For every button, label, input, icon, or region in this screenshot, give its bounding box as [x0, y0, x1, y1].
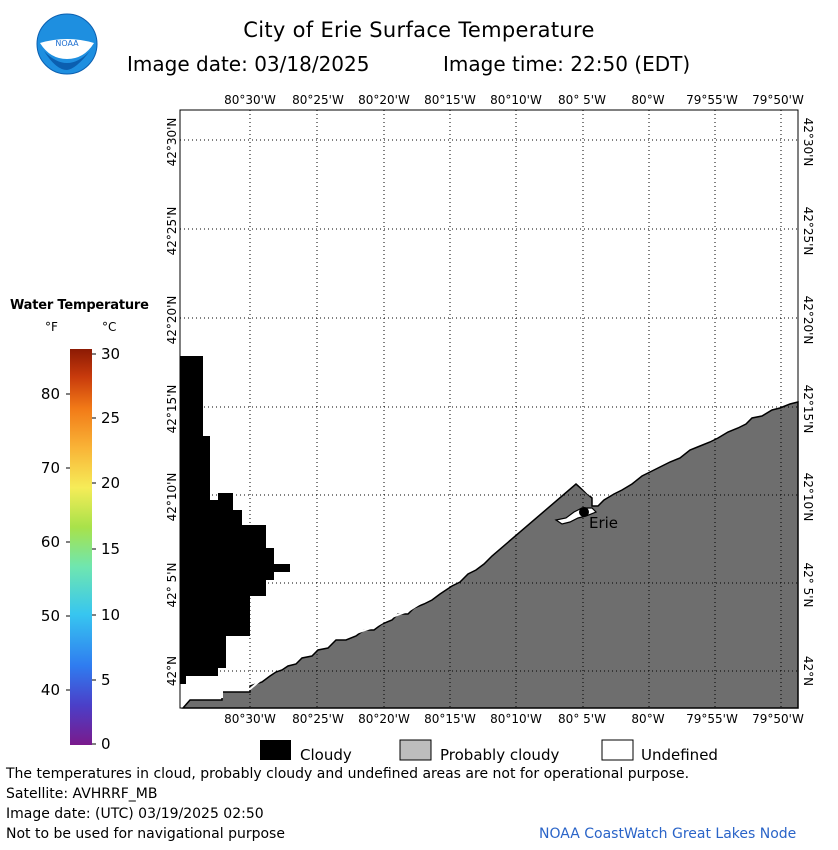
key-probably-cloudy-label: Probably cloudy — [440, 746, 560, 764]
lat-label: 42°N — [801, 656, 815, 686]
unit-fahrenheit: °F — [45, 320, 58, 334]
color-scale-bar — [70, 349, 92, 745]
erie-city-label: Erie — [589, 514, 618, 532]
erie-city-marker[interactable] — [579, 507, 589, 517]
lat-label: 42°25'N — [165, 207, 179, 256]
lon-labels-bottom: 80°30'W 80°25'W 80°20'W 80°15'W 80°10'W … — [224, 712, 804, 726]
lon-label: 80°W — [631, 712, 664, 726]
image-time: Image time: 22:50 (EDT) — [443, 52, 691, 76]
lon-label: 80°20'W — [358, 712, 410, 726]
lat-label: 42° 5'N — [165, 563, 179, 608]
shoreline-highlight — [182, 479, 591, 706]
lat-label: 42°N — [165, 656, 179, 686]
lon-labels-top: 80°30'W 80°25'W 80°20'W 80°15'W 80°10'W … — [224, 93, 804, 107]
lon-label: 79°55'W — [686, 93, 738, 107]
c-tick-label: 30 — [101, 345, 120, 363]
lon-label: 80° 5'W — [558, 93, 606, 107]
lat-label: 42°10'N — [801, 473, 815, 522]
lon-label: 80°W — [631, 93, 664, 107]
key-cloudy-label: Cloudy — [300, 746, 352, 764]
lon-label: 80° 5'W — [558, 712, 606, 726]
c-tick-label: 15 — [101, 540, 120, 558]
c-tick-label: 0 — [101, 735, 111, 753]
noaa-logo: NOAA — [36, 13, 98, 75]
key-undefined-label: Undefined — [641, 746, 718, 764]
credit-link[interactable]: NOAA CoastWatch Great Lakes Node — [539, 826, 797, 842]
lat-label: 42°20'N — [801, 296, 815, 345]
probably-cloudy-area — [181, 401, 799, 709]
lat-label: 42°10'N — [165, 473, 179, 522]
cloudy-swatch — [260, 740, 291, 760]
lat-label: 42°20'N — [165, 296, 179, 345]
f-tick-label: 50 — [41, 607, 60, 625]
disclaimer-text: The temperatures in cloud, probably clou… — [6, 766, 690, 782]
lon-label: 80°10'W — [490, 712, 542, 726]
f-tick-label: 70 — [41, 459, 60, 477]
undefined-swatch — [601, 739, 634, 761]
lat-label: 42°30'N — [165, 118, 179, 167]
lat-label: 42°15'N — [801, 385, 815, 434]
lon-label: 80°30'W — [224, 712, 276, 726]
map-area: Erie — [179, 109, 799, 709]
f-tick-label: 60 — [41, 533, 60, 551]
c-tick-label: 5 — [101, 671, 111, 689]
utc-date-text: Image date: (UTC) 03/19/2025 02:50 — [6, 806, 264, 822]
scale-c-labels: 30 25 20 15 10 5 0 — [101, 345, 120, 753]
lat-label: 42°25'N — [801, 207, 815, 256]
scale-ticks — [66, 353, 96, 745]
c-tick-label: 25 — [101, 409, 120, 427]
lon-label: 80°25'W — [292, 93, 344, 107]
lon-label: 80°30'W — [224, 93, 276, 107]
lon-label: 79°55'W — [686, 712, 738, 726]
lon-label: 79°50'W — [752, 93, 804, 107]
f-tick-label: 80 — [41, 385, 60, 403]
unit-celsius: °C — [102, 320, 117, 334]
lat-label: 42°15'N — [165, 385, 179, 434]
lon-label: 80°20'W — [358, 93, 410, 107]
lon-label: 79°50'W — [752, 712, 804, 726]
navigation-warning: Not to be used for navigational purpose — [6, 826, 285, 842]
logo-text: NOAA — [55, 39, 79, 48]
lon-label: 80°15'W — [424, 93, 476, 107]
image-date: Image date: 03/18/2025 — [127, 52, 370, 76]
lon-label: 80°10'W — [490, 93, 542, 107]
lon-label: 80°25'W — [292, 712, 344, 726]
probably-cloudy-swatch — [399, 739, 432, 761]
scale-f-labels: 80 70 60 50 40 — [41, 385, 60, 699]
lat-labels-left: 42°30'N 42°25'N 42°20'N 42°15'N 42°10'N … — [165, 118, 179, 687]
page-title: City of Erie Surface Temperature — [243, 18, 595, 42]
satellite-text: Satellite: AVHRRF_MB — [6, 786, 158, 802]
c-tick-label: 20 — [101, 474, 120, 492]
lat-label: 42°30'N — [801, 118, 815, 167]
cloudy-area — [180, 356, 290, 684]
legend-title: Water Temperature — [10, 298, 149, 313]
graticule — [180, 110, 798, 708]
lat-labels-right: 42°30'N 42°25'N 42°20'N 42°15'N 42°10'N … — [801, 118, 815, 687]
map-frame — [179, 109, 799, 709]
f-tick-label: 40 — [41, 681, 60, 699]
lat-label: 42° 5'N — [801, 563, 815, 608]
c-tick-label: 10 — [101, 606, 120, 624]
lon-label: 80°15'W — [424, 712, 476, 726]
